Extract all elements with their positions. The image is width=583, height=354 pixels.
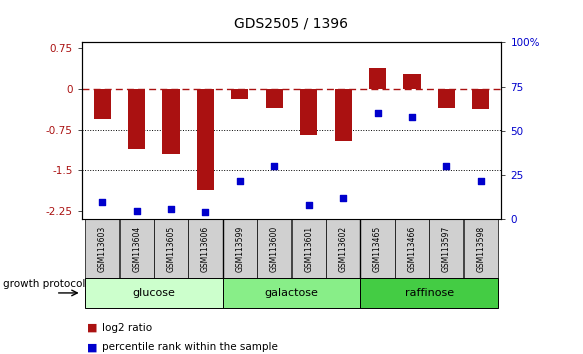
Bar [128,89,145,149]
Text: GSM113604: GSM113604 [132,225,141,272]
Point [339,195,348,201]
Text: GSM113599: GSM113599 [236,225,244,272]
Bar [120,219,154,278]
Text: GSM113603: GSM113603 [98,225,107,272]
Point [132,208,141,213]
Bar [163,89,180,154]
Bar [292,219,326,278]
Text: galactose: galactose [265,288,318,298]
Point [373,110,382,116]
Bar [438,89,455,108]
Text: GSM113598: GSM113598 [476,225,485,272]
Point [201,210,210,215]
Bar [154,219,188,278]
Point [235,178,244,183]
Point [476,178,486,183]
Bar [257,219,292,278]
Text: glucose: glucose [132,288,175,298]
Bar [197,89,214,189]
Bar [188,219,223,278]
Point [166,206,175,212]
Point [442,164,451,169]
Point [269,164,279,169]
Text: GSM113465: GSM113465 [373,225,382,272]
Bar [223,219,257,278]
Text: GSM113601: GSM113601 [304,225,313,272]
Bar [85,278,223,308]
Text: GSM113600: GSM113600 [270,225,279,272]
Bar [403,74,420,89]
Bar [369,68,386,89]
Text: GSM113606: GSM113606 [201,225,210,272]
Bar [266,89,283,108]
Bar [94,89,111,119]
Text: growth protocol: growth protocol [3,279,85,290]
Text: GSM113605: GSM113605 [167,225,175,272]
Bar [472,89,489,109]
Bar [463,219,498,278]
Point [97,199,107,205]
Bar [429,219,463,278]
Text: log2 ratio: log2 ratio [102,323,152,333]
Bar [360,278,498,308]
Text: GDS2505 / 1396: GDS2505 / 1396 [234,16,349,30]
Bar [395,219,429,278]
Text: ■: ■ [87,342,98,352]
Text: ■: ■ [87,323,98,333]
Bar [335,89,352,141]
Text: raffinose: raffinose [405,288,454,298]
Text: GSM113602: GSM113602 [339,225,347,272]
Point [304,202,314,208]
Point [408,114,417,120]
Bar [326,219,360,278]
Bar [360,219,395,278]
Bar [300,89,317,135]
Text: percentile rank within the sample: percentile rank within the sample [102,342,278,352]
Text: GSM113597: GSM113597 [442,225,451,272]
Bar [223,278,360,308]
Text: GSM113466: GSM113466 [408,225,416,272]
Bar [85,219,120,278]
Bar [231,89,248,98]
